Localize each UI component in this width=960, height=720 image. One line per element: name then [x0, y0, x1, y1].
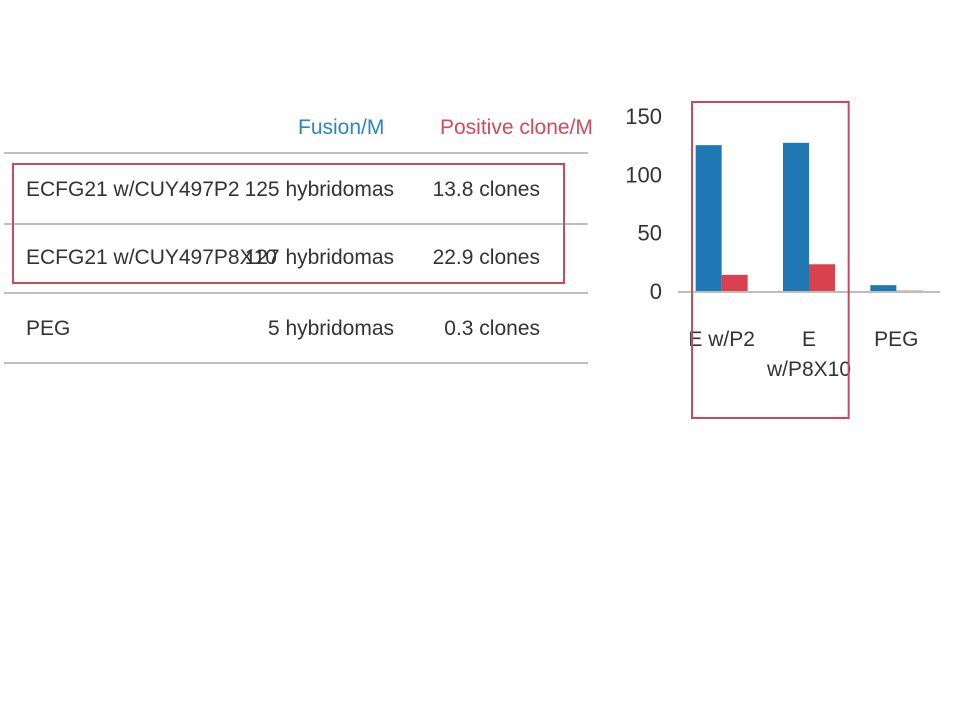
bar [809, 264, 835, 291]
bar [695, 145, 722, 291]
row-name: ECFG21 w/CUY497P8X10 [26, 246, 277, 269]
row-fusion-value: 5 hybridomas [267, 317, 394, 340]
x-tick-label: E w/P2 [688, 328, 755, 351]
x-tick-label: w/P8X10 [766, 358, 851, 381]
fusion-column-header: Fusion/M [298, 116, 385, 139]
chart-highlight-box [691, 101, 850, 419]
y-tick-label: 0 [650, 279, 662, 304]
row-positive-value: 22.9 clones [432, 246, 540, 269]
table-divider [4, 223, 588, 225]
x-tick-label: PEG [874, 328, 918, 351]
table-highlight-box [12, 163, 565, 284]
table-divider [4, 292, 588, 294]
row-fusion-value: 127 hybridomas [244, 246, 394, 269]
y-tick-label: 50 [638, 221, 662, 246]
row-name: PEG [26, 317, 71, 340]
row-positive-value: 0.3 clones [444, 317, 540, 340]
y-tick-label: 100 [625, 162, 662, 187]
x-tick-label: E [802, 328, 816, 351]
bar [783, 142, 809, 291]
bar [721, 274, 748, 291]
row-name: ECFG21 w/CUY497P2 [26, 178, 240, 201]
table-divider [4, 362, 588, 364]
row-fusion-value: 125 hybridomas [244, 178, 394, 201]
positive-clone-column-header: Positive clone/M [440, 116, 593, 139]
results-table: Fusion/M Positive clone/M ECFG21 w/CUY49… [0, 100, 593, 370]
row-positive-value: 13.8 clones [432, 178, 540, 201]
table-divider [4, 152, 588, 154]
y-tick-label: 150 [625, 104, 662, 129]
bar-chart-svg: 0 50 100 150 E w/P2 Ew/P8X10 PEG [625, 101, 940, 419]
bar [870, 285, 897, 291]
